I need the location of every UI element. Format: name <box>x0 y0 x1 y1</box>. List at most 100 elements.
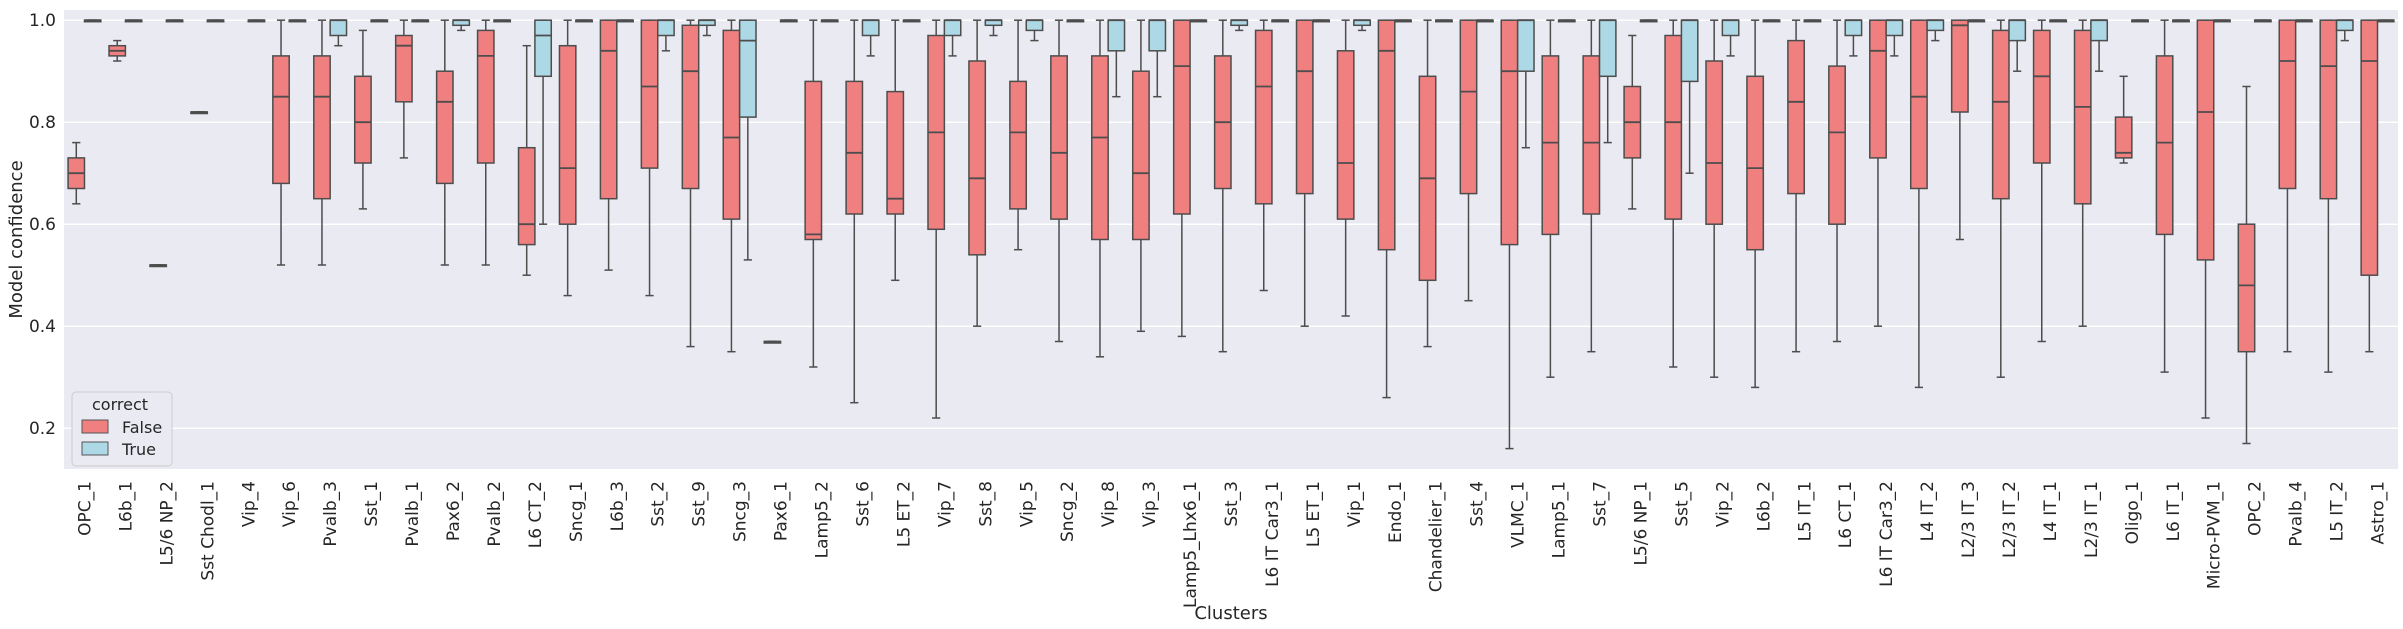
iqr-box <box>1844 19 1863 37</box>
box-false <box>2196 19 2215 419</box>
x-tick-label: Lamp5_Lhx6_1 <box>1181 481 1201 608</box>
box-true <box>1312 19 1331 23</box>
box-false <box>968 19 987 327</box>
x-tick-label: OPC_1 <box>75 481 95 536</box>
x-tick-label: Pvalb_3 <box>321 481 341 547</box>
box-false <box>1909 19 1928 389</box>
x-tick-label: Vip_7 <box>935 481 955 527</box>
box-false <box>2073 19 2092 327</box>
box-false <box>2360 19 2379 353</box>
x-tick-label: Pvalb_2 <box>485 481 505 547</box>
x-tick-label: Vip_1 <box>1345 481 1365 527</box>
iqr-box <box>2073 29 2092 205</box>
box-true <box>902 19 921 23</box>
box-false <box>1418 19 1437 348</box>
x-tick-label: Vip_6 <box>280 481 300 527</box>
iqr-box <box>656 19 675 37</box>
x-tick-label: L6 CT_1 <box>1836 481 1856 548</box>
x-tick-label: Sst Chodl_1 <box>198 481 218 581</box>
x-tick-label: L4 IT_1 <box>2041 481 2061 541</box>
box-true <box>984 19 1003 37</box>
box-false <box>1991 19 2010 378</box>
x-tick-label: Pax6_1 <box>772 481 792 541</box>
box-false <box>1787 19 1806 353</box>
box-false <box>1664 19 1683 368</box>
x-tick-label: L6b_1 <box>116 481 136 531</box>
x-tick-label: L6 IT_1 <box>2164 481 2184 541</box>
x-tick-labels: OPC_1 L6b_1 L5/6 NP_2 Sst Chodl_1 Vip_4 Vip_6… <box>75 481 2388 608</box>
iqr-box <box>968 60 987 256</box>
x-tick-label: Sst_5 <box>1672 481 1692 527</box>
x-tick-label: L2/3 IT_3 <box>1959 481 1979 558</box>
iqr-box <box>476 29 495 164</box>
box-false <box>1213 19 1232 353</box>
iqr-box <box>1541 55 1560 236</box>
box-true <box>1148 19 1167 98</box>
box-false <box>1009 19 1028 251</box>
box-true <box>943 19 962 57</box>
x-tick-label: Sst_6 <box>853 481 873 527</box>
box-false <box>1828 19 1846 343</box>
box-true <box>534 19 553 225</box>
box-true <box>779 19 798 23</box>
box-false <box>476 19 495 266</box>
iqr-box <box>886 90 905 215</box>
box-false <box>722 19 741 353</box>
x-tick-label: Sncg_2 <box>1058 481 1078 542</box>
box-true <box>206 19 225 23</box>
x-tick-label: Sst_9 <box>690 481 710 527</box>
box-false <box>599 19 618 271</box>
box-true <box>83 19 102 23</box>
x-tick-label: L5 ET_2 <box>894 481 914 547</box>
x-tick-label: L6 IT Car3_1 <box>1263 481 1283 587</box>
x-tick-label: OPC_2 <box>2246 481 2266 536</box>
iqr-box <box>1459 19 1478 195</box>
iqr-box <box>1869 19 1887 159</box>
box-true <box>1230 19 1249 32</box>
box-false <box>558 19 577 297</box>
iqr-box <box>1050 55 1068 220</box>
box-false <box>190 111 209 115</box>
box-true <box>2049 19 2068 23</box>
box-true <box>2294 19 2313 23</box>
x-tick-label: Lamp5_1 <box>1550 481 1570 558</box>
box-false <box>1869 19 1887 327</box>
box-true <box>2253 19 2272 23</box>
x-tick-label: Sst_3 <box>1222 481 1242 527</box>
box-false <box>1459 19 1478 302</box>
box-false <box>886 19 905 282</box>
box-false <box>2155 19 2174 373</box>
iqr-box <box>435 70 454 185</box>
iqr-box <box>1377 19 1396 251</box>
x-tick-label: Sst_1 <box>362 481 382 527</box>
x-tick-label: Oligo_1 <box>2123 481 2143 544</box>
box-true <box>2335 19 2354 42</box>
box-false <box>1950 19 1969 241</box>
box-true <box>1885 19 1904 57</box>
box-false <box>845 19 864 404</box>
iqr-box <box>1787 39 1806 195</box>
box-false <box>1582 19 1601 353</box>
y-tick-label: 0.6 <box>29 215 56 235</box>
box-true <box>1762 19 1781 23</box>
x-tick-label: Vip_3 <box>1140 481 1160 527</box>
box-true <box>697 19 716 37</box>
box-false <box>1050 19 1068 343</box>
iqr-box <box>681 24 700 190</box>
box-true <box>452 19 471 32</box>
x-tick-label: Pvalb_1 <box>403 481 423 547</box>
iqr-box <box>738 19 757 118</box>
box-true <box>616 19 634 23</box>
iqr-box <box>1885 19 1904 37</box>
iqr-box <box>804 80 823 241</box>
iqr-box <box>1926 19 1945 32</box>
box-true <box>288 19 307 23</box>
x-tick-label: VLMC_1 <box>1509 481 1529 548</box>
iqr-box <box>1025 19 1044 32</box>
legend-title: correct <box>92 395 148 414</box>
y-axis-title: Model confidence <box>6 160 27 318</box>
iqr-box <box>1598 19 1617 78</box>
box-false <box>1336 19 1355 317</box>
iqr-box <box>1009 80 1028 210</box>
